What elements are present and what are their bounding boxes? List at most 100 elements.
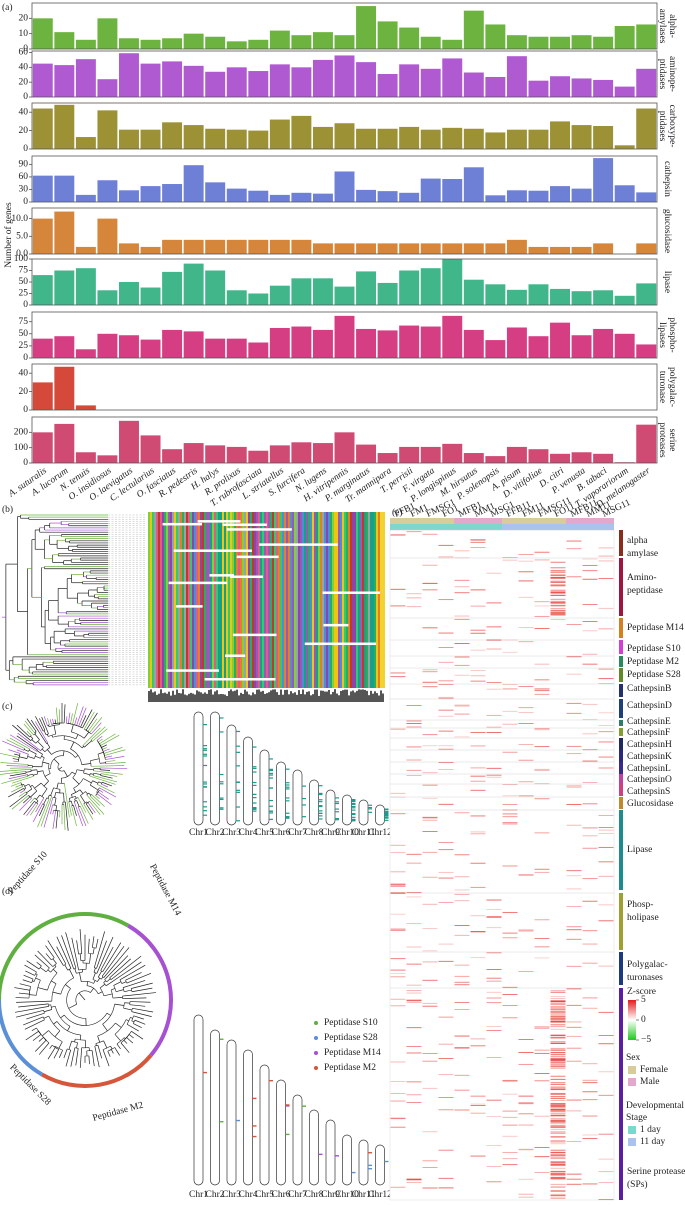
tree-branch [125,972,142,981]
bar [636,68,657,97]
conservation-bar [376,693,378,702]
heatmap-cell [438,1058,454,1059]
tree-branch [36,800,39,804]
bar [205,270,226,305]
heatmap-cell [550,1121,566,1123]
heatmap-cell [550,1173,566,1175]
heatmap-cell [422,817,438,819]
tree-branch [95,1043,97,1046]
bar [291,442,312,463]
heatmap-cell [502,1152,518,1153]
group-label: Peptidase M14 [627,623,684,633]
bar [442,243,463,254]
heatmap-cell [598,683,614,684]
tree-branch [26,718,37,732]
conservation-bar [214,691,216,702]
tree-branch [121,981,127,984]
heatmap-cell [534,1026,550,1028]
y-tick-label: 20 [19,387,29,397]
heatmap-cell [486,681,502,683]
bar [248,239,269,254]
group-label: CathepsinO [627,775,672,785]
heatmap-cell [550,1001,566,1003]
heatmap-cell [550,595,566,597]
heatmap-cell [518,1178,534,1180]
alignment-column [362,512,365,688]
heatmap-cell [534,1049,550,1051]
tree-branch [113,985,117,992]
tree-branch [83,801,87,805]
bar [119,335,139,358]
heatmap-cell [550,1164,566,1166]
conservation-bar [342,690,344,702]
heatmap-cell [598,628,614,630]
tree-branch [78,992,86,1001]
heatmap-cell [566,906,582,907]
bar [420,129,441,149]
panel-label: (b) [2,504,13,515]
tree-branch [55,707,59,724]
group-label: Serine protease [627,1167,685,1177]
heatmap-cell [422,979,438,981]
heatmap-cell [550,615,566,617]
tree-branch [103,980,106,983]
heatmap-cell [550,1136,566,1138]
bar [54,366,75,410]
alignment-column [234,512,237,688]
bar [140,63,161,97]
conservation-bar [166,693,168,702]
tree-branch [30,803,39,816]
heatmap-cell [550,1055,566,1057]
heatmap-cell [422,797,438,799]
chromosome [226,1039,237,1186]
tree-branch [35,797,45,813]
clade-arc [126,923,173,1057]
tree-branch [24,964,37,973]
heatmap-cell [454,579,470,581]
heatmap-cell [486,997,502,999]
heatmap-cell [518,580,534,582]
heatmap-cell [550,1063,566,1065]
alignment-column [296,512,299,688]
conservation-bar [226,695,228,702]
group-label: CathepsinF [627,728,670,738]
alignment-gap [168,581,228,585]
heatmap-cell [438,745,454,747]
bar [32,382,53,410]
heatmap-cell [534,628,550,629]
tree-branch [41,755,45,759]
heatmap-cell [390,1093,406,1094]
clade-label: Peptidase S28 [7,1063,52,1108]
alignment-column [292,512,295,688]
heatmap-cell [550,1132,566,1134]
heatmap-cell [550,1125,566,1127]
tree-branch [74,798,76,802]
group-bar [619,774,623,784]
tree-branch [114,1034,122,1042]
heatmap-cell [598,1094,614,1096]
tree-branch [122,992,156,997]
alignment-column [208,512,211,688]
tree-branch [70,800,73,806]
heatmap-cell [566,965,582,967]
heatmap-cell [550,1161,566,1162]
conservation-bar [246,691,248,702]
alignment-column [244,512,247,688]
tree-branch [76,800,80,807]
heatmap-cell [486,688,502,690]
tree-branch [47,1047,56,1060]
legend-title: Developmental [626,1101,684,1111]
alignment-column [270,512,273,688]
tree-branch [71,794,73,798]
bar [312,278,333,305]
bar [528,449,549,463]
tree-branch [100,946,114,971]
y-tick-label: 60 [19,48,29,58]
heatmap-cell [534,938,550,939]
group-bar [619,618,623,638]
heatmap-cell [502,986,518,988]
bar [54,211,75,254]
tree-branch [83,772,91,776]
bar [528,246,549,254]
